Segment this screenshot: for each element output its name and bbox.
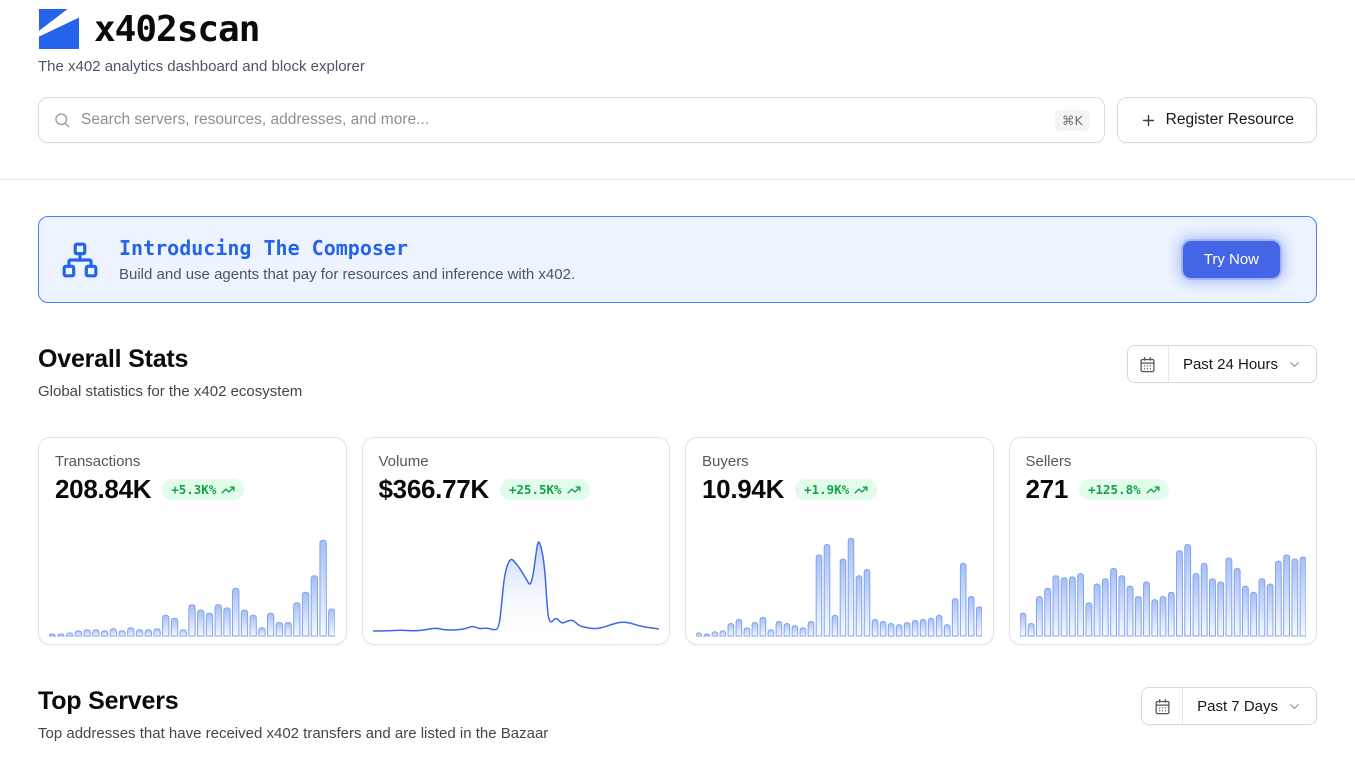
brand-link[interactable]: x402scan <box>38 8 1317 50</box>
overall-stats-title: Overall Stats <box>38 345 189 373</box>
search-row: ⌘K Register Resource <box>38 97 1317 143</box>
trending-up-icon <box>221 485 235 494</box>
servers-range-value: Past 7 Days <box>1197 697 1278 715</box>
servers-time-range-control: Past 7 Days <box>1141 687 1317 725</box>
app-title: x402scan <box>94 8 260 50</box>
sparkline-chart <box>48 527 336 642</box>
stat-card-volume: Volume $366.77K +25.5K% <box>361 437 670 645</box>
stat-label: Transactions <box>55 453 141 470</box>
top-servers-heading-group: Top Servers Top addresses that have rece… <box>38 687 548 742</box>
sparkline-chart <box>695 527 983 642</box>
stat-change-badge: +5.3K% <box>162 479 245 500</box>
stat-value: 271 <box>1025 474 1069 504</box>
banner-text: Introducing The Composer Build and use a… <box>119 236 575 283</box>
trending-up-icon <box>567 485 581 494</box>
app-tagline: The x402 analytics dashboard and block e… <box>38 58 365 75</box>
calendar-icon <box>1155 698 1170 714</box>
servers-range-dropdown[interactable]: Past 7 Days <box>1183 688 1316 724</box>
top-servers-subtitle: Top addresses that have received x402 tr… <box>38 725 549 742</box>
servers-calendar-button[interactable] <box>1142 688 1184 724</box>
overall-stats-subtitle: Global statistics for the x402 ecosystem <box>38 383 303 400</box>
sparkline-chart <box>372 527 660 642</box>
search-shortcut-badge: ⌘K <box>1054 109 1090 131</box>
stats-range-dropdown[interactable]: Past 24 Hours <box>1168 346 1316 382</box>
stat-label: Sellers <box>1025 453 1072 470</box>
stat-cards-row: Transactions 208.84K +5.3K% <box>38 437 1317 645</box>
stat-card-transactions: Transactions 208.84K +5.3K% <box>38 437 347 645</box>
try-now-button[interactable]: Try Now <box>1182 241 1280 278</box>
stat-change-badge: +25.5K% <box>499 479 590 500</box>
stats-calendar-button[interactable] <box>1127 346 1169 382</box>
stat-card-sellers: Sellers 271 +125.8% <box>1008 437 1317 645</box>
stat-change-badge: +1.9K% <box>795 479 878 500</box>
overall-stats-heading-group: Overall Stats Global statistics for the … <box>38 345 302 400</box>
search-icon <box>55 113 70 128</box>
stat-label: Volume <box>378 453 429 470</box>
top-servers-title: Top Servers <box>38 687 179 715</box>
stats-range-value: Past 24 Hours <box>1182 355 1278 373</box>
header-divider <box>0 179 1355 180</box>
x402scan-logo-icon <box>38 8 80 50</box>
stats-time-range-control: Past 24 Hours <box>1126 345 1317 383</box>
overall-stats-section: Overall Stats Global statistics for the … <box>38 345 1317 645</box>
stat-value: 208.84K <box>55 474 152 504</box>
stat-label: Buyers <box>702 453 749 470</box>
main-content: Introducing The Composer Build and use a… <box>0 216 1355 760</box>
top-servers-section: Top Servers Top addresses that have rece… <box>38 687 1317 760</box>
banner-title: Introducing The Composer <box>119 236 408 260</box>
network-icon <box>62 242 98 277</box>
register-resource-button[interactable]: Register Resource <box>1116 97 1317 143</box>
search-input[interactable] <box>81 111 1045 129</box>
register-resource-label: Register Resource <box>1165 111 1294 128</box>
stat-change-badge: +125.8% <box>1078 479 1169 500</box>
chevron-down-icon <box>1290 361 1299 367</box>
composer-banner: Introducing The Composer Build and use a… <box>38 216 1317 303</box>
stat-card-buyers: Buyers 10.94K +1.9K% <box>685 437 994 645</box>
stat-value: 10.94K <box>702 474 785 504</box>
page-header: x402scan The x402 analytics dashboard an… <box>0 0 1355 143</box>
sparkline-chart <box>1019 527 1306 642</box>
search-box[interactable]: ⌘K <box>38 97 1105 143</box>
stat-value: $366.77K <box>378 474 490 504</box>
calendar-icon <box>1140 356 1155 372</box>
trending-up-icon <box>1146 485 1160 494</box>
trending-up-icon <box>854 485 868 494</box>
banner-description: Build and use agents that pay for resour… <box>119 266 576 283</box>
plus-icon <box>1142 114 1154 126</box>
chevron-down-icon <box>1290 703 1299 709</box>
